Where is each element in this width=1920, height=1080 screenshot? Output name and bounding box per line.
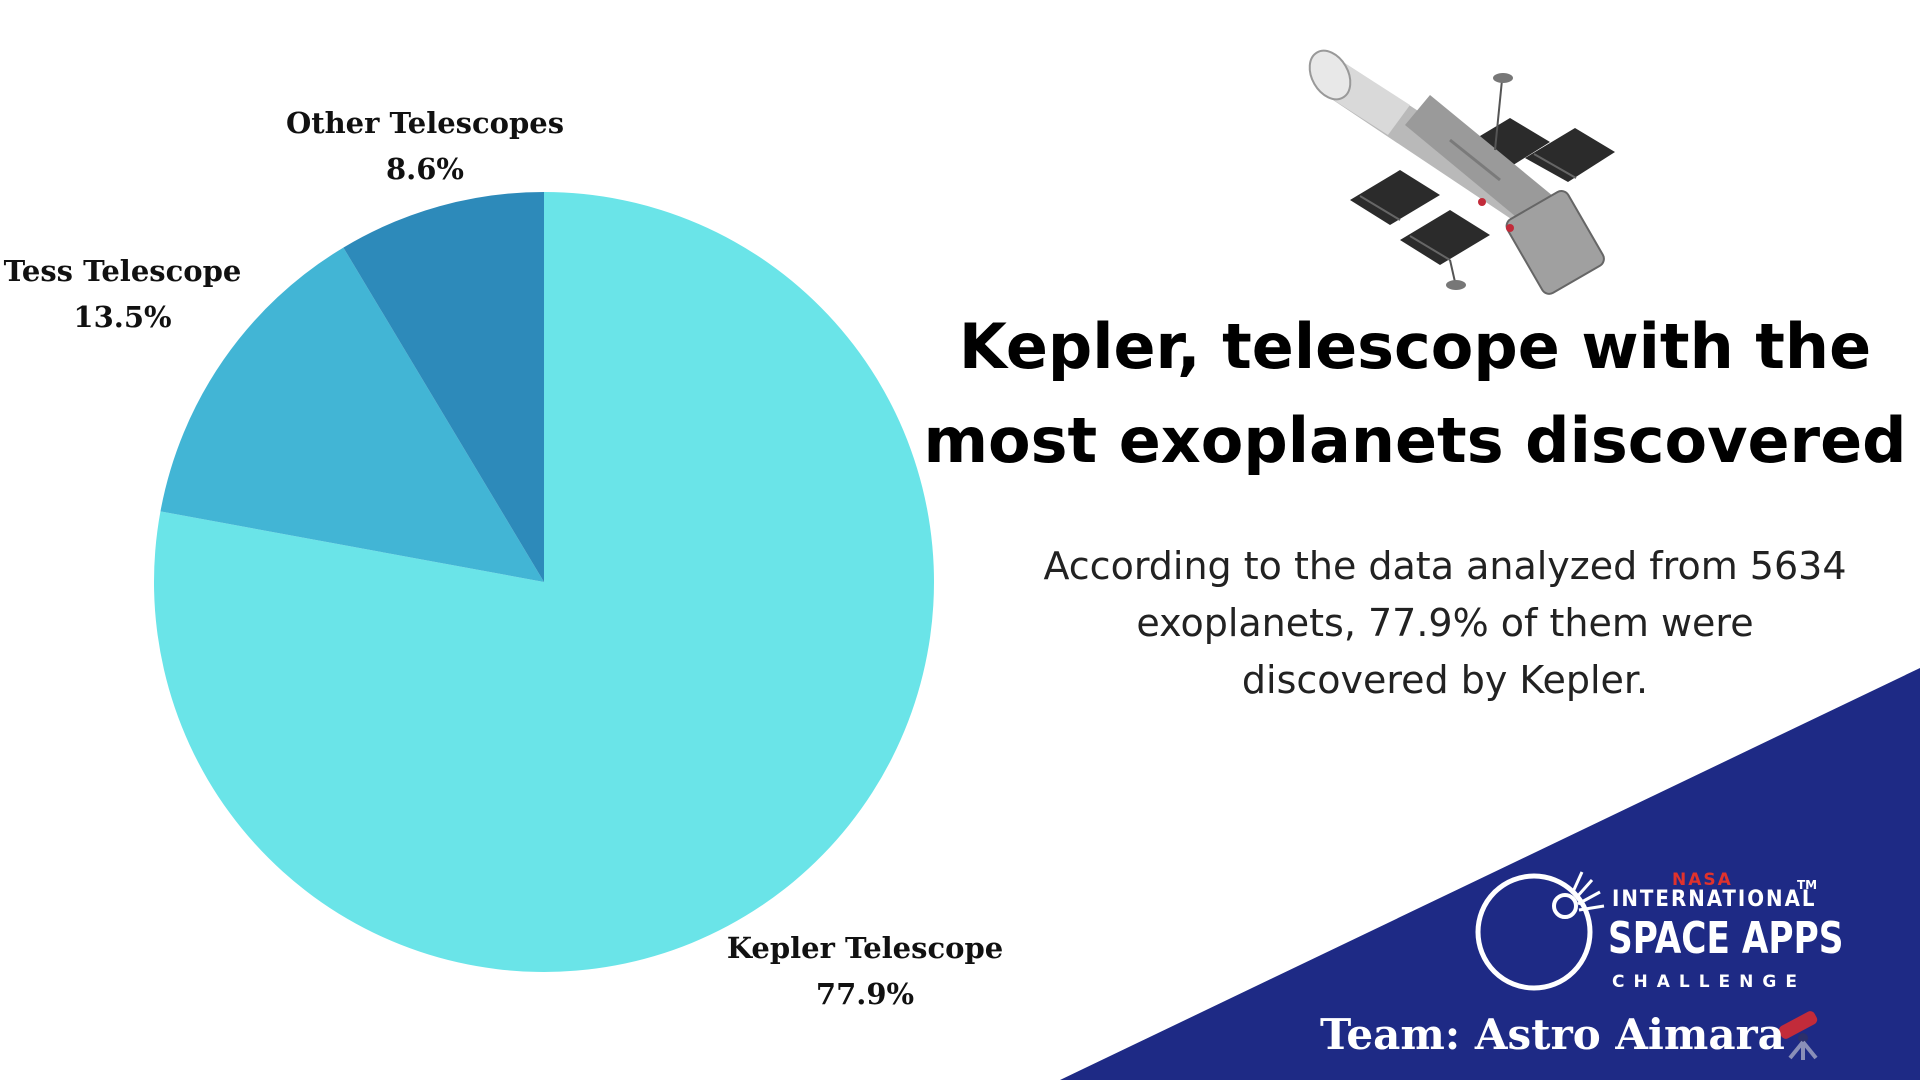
- logo-international-text: INTERNATIONAL: [1612, 887, 1817, 912]
- slice-label-kepler: Kepler Telescope 77.9%: [720, 925, 1010, 1017]
- logo-nasa-text: NASA: [1672, 870, 1733, 890]
- headline-line-2: most exoplanets discovered: [923, 404, 1907, 477]
- slice-label-kepler-value: 77.9%: [815, 977, 915, 1011]
- description-line-1: According to the data analyzed from 5634: [1043, 544, 1847, 588]
- slice-label-tess-name: Tess Telescope: [3, 254, 242, 288]
- solar-panel-lower: [1350, 170, 1490, 265]
- space-apps-logo-icon: [1475, 871, 1605, 991]
- slice-label-kepler-name: Kepler Telescope: [726, 931, 1004, 965]
- slice-label-other-value: 8.6%: [385, 152, 464, 186]
- slice-label-tess-value: 13.5%: [73, 300, 172, 334]
- logo-trademark: TM: [1797, 878, 1818, 892]
- slice-label-other-name: Other Telescopes: [285, 106, 565, 140]
- description: According to the data analyzed from 5634…: [1010, 538, 1880, 709]
- space-telescope-illustration: [1308, 49, 1615, 295]
- description-line-2: exoplanets, 77.9% of them were: [1136, 601, 1754, 645]
- logo-space-apps-text: SPACE APPS: [1608, 913, 1844, 964]
- pie-slice-other: [343, 192, 544, 582]
- telescope-tube: [1308, 49, 1605, 295]
- telescope-emoji-icon: [1778, 1011, 1818, 1060]
- slice-label-other: Other Telescopes 8.6%: [255, 100, 595, 192]
- headline: Kepler, telescope with the most exoplane…: [915, 300, 1915, 488]
- logo-challenge-text: CHALLENGE: [1612, 972, 1806, 992]
- antenna: [1446, 73, 1513, 290]
- pie-slice-tess: [160, 247, 545, 582]
- description-line-3: discovered by Kepler.: [1241, 658, 1649, 702]
- team-name: Team: Astro Aimara: [1320, 1010, 1785, 1059]
- slice-label-tess: Tess Telescope 13.5%: [0, 248, 245, 340]
- headline-line-1: Kepler, telescope with the: [958, 310, 1872, 383]
